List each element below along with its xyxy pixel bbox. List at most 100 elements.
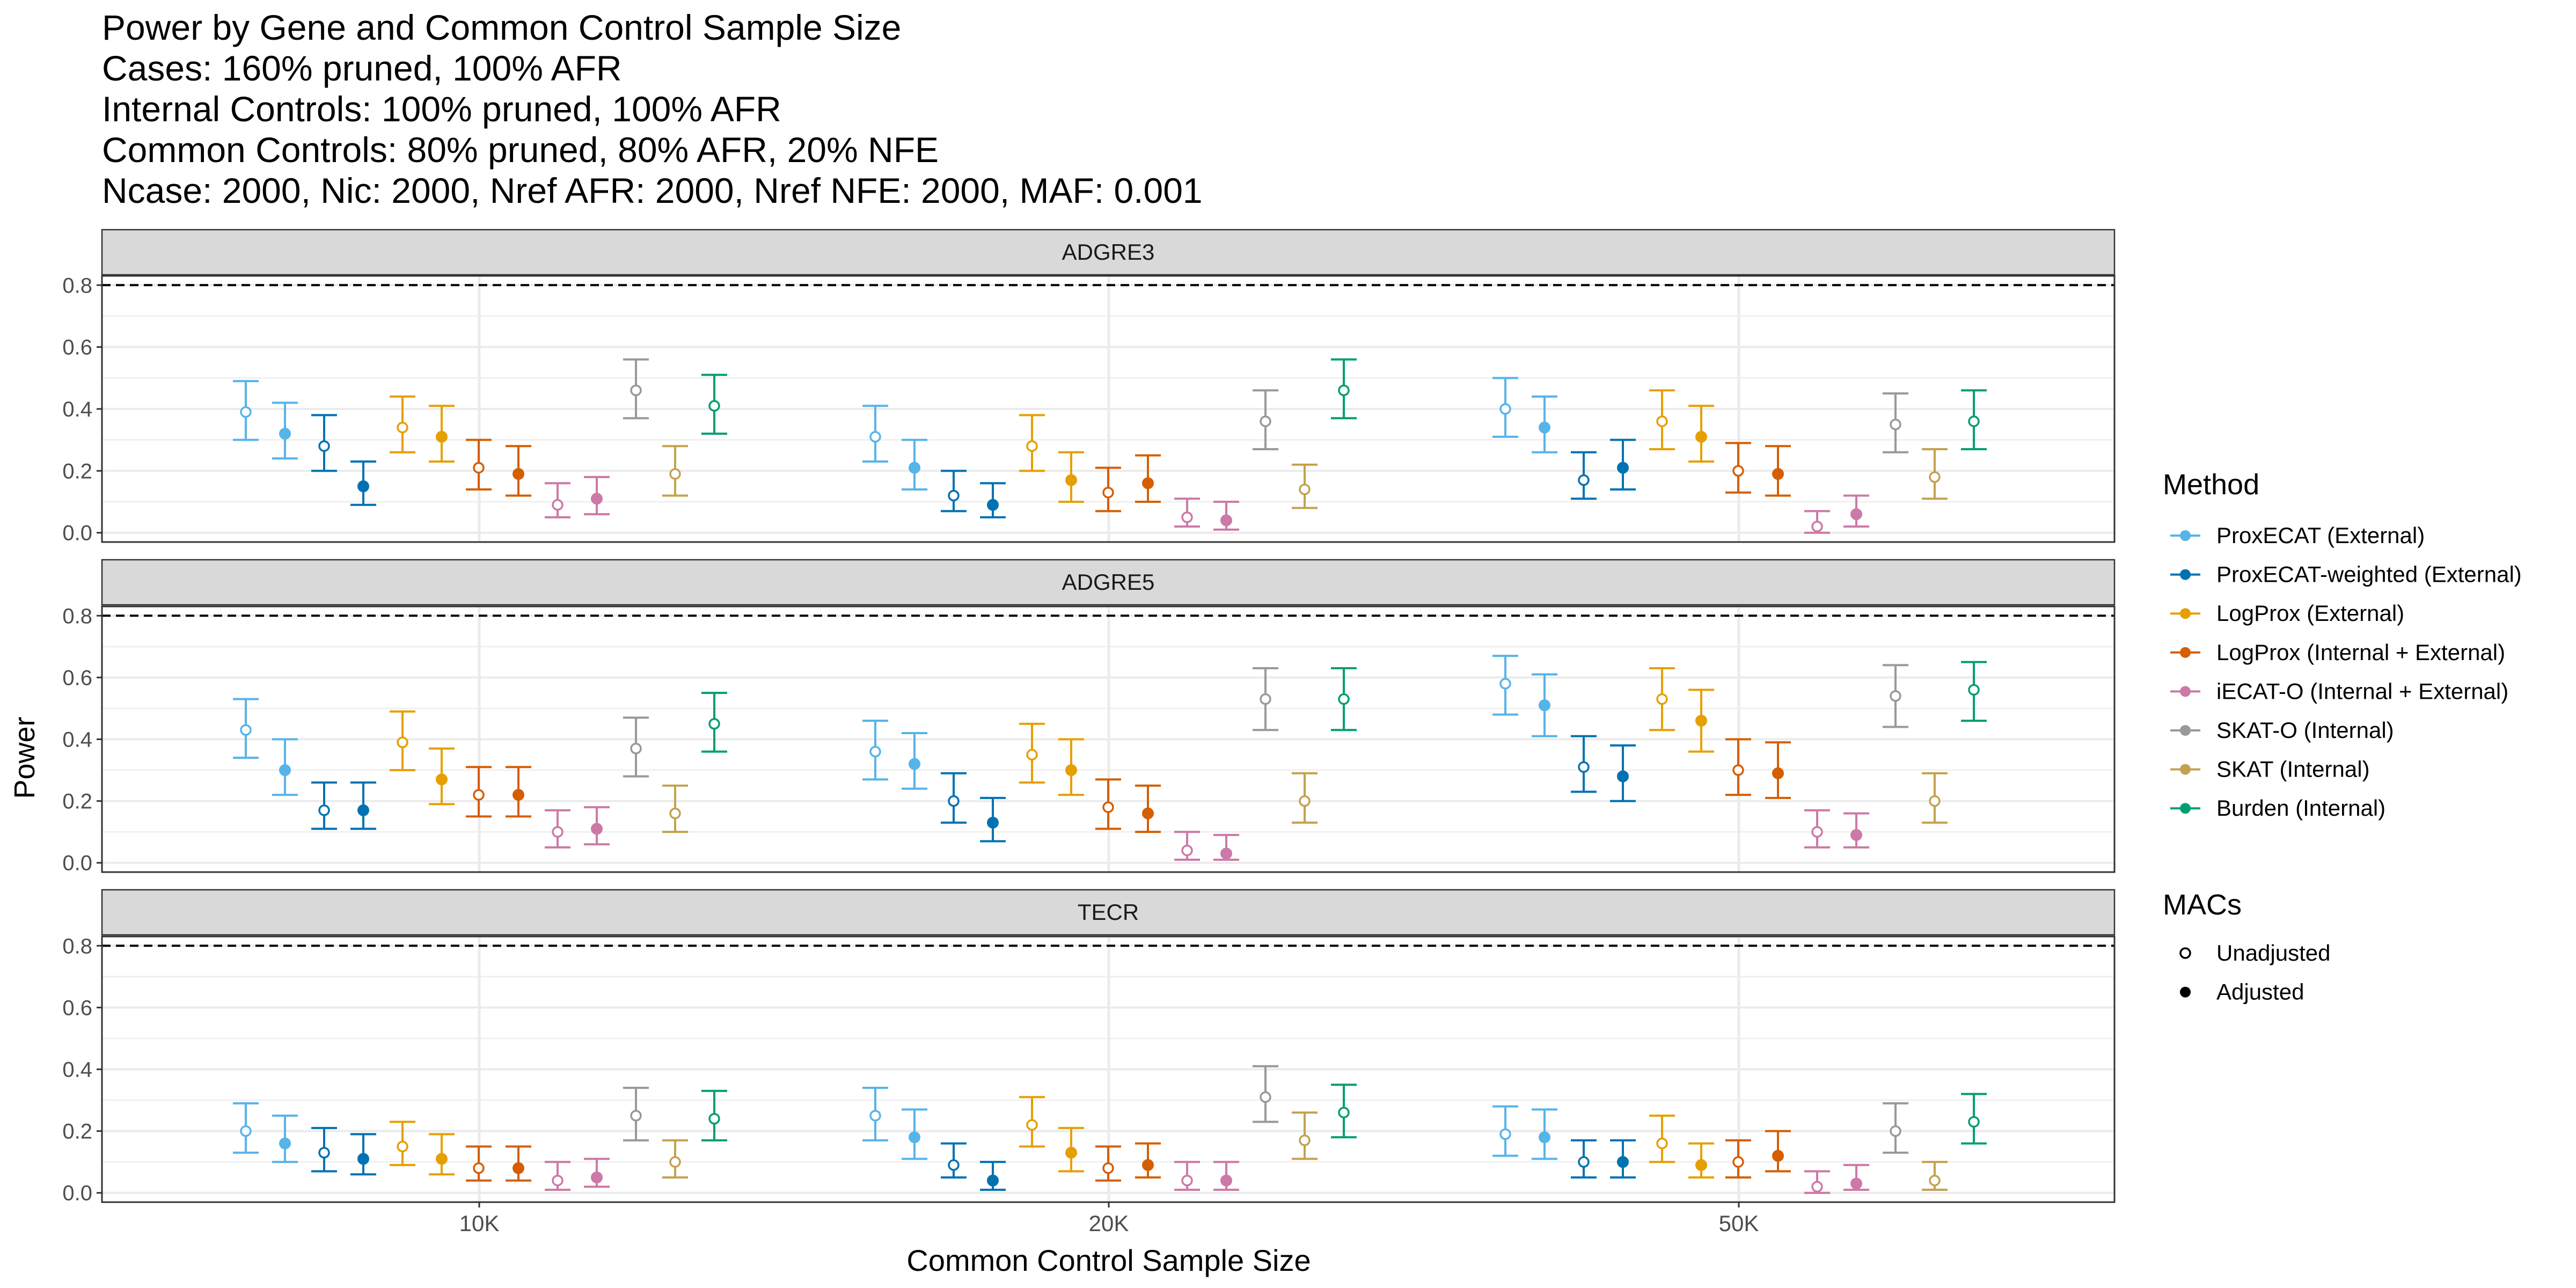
facet-strip bbox=[101, 889, 2116, 936]
point-unadjusted bbox=[1181, 511, 1193, 523]
legend-item: ProxECAT (External) bbox=[2170, 523, 2425, 548]
data-point bbox=[311, 781, 337, 830]
point-adjusted bbox=[279, 1137, 291, 1150]
data-point bbox=[466, 766, 492, 818]
data-point bbox=[1961, 661, 1987, 722]
facet-strip bbox=[101, 559, 2116, 606]
data-point bbox=[1883, 1102, 1908, 1154]
point-adjusted bbox=[987, 499, 999, 511]
title-line-5: Ncase: 2000, Nic: 2000, Nref AFR: 2000, … bbox=[102, 171, 1203, 210]
legend: Method ProxECAT (External) ProxECAT-weight… bbox=[2163, 469, 2522, 1005]
point-unadjusted bbox=[473, 789, 485, 801]
legend-label: SKAT-O (Internal) bbox=[2216, 718, 2394, 743]
point-adjusted bbox=[436, 773, 448, 786]
legend-mac-label: Adjusted bbox=[2216, 979, 2304, 1005]
point-unadjusted bbox=[1890, 690, 1901, 702]
facet-label: TECR bbox=[1078, 899, 1139, 925]
legend-label: LogProx (Internal + External) bbox=[2216, 640, 2505, 665]
data-point bbox=[1883, 392, 1908, 453]
point-adjusted bbox=[1220, 514, 1232, 526]
point-adjusted bbox=[591, 823, 603, 835]
point-unadjusted bbox=[1338, 1107, 1350, 1118]
data-point bbox=[862, 405, 888, 463]
legend-label: iECAT-O (Internal + External) bbox=[2216, 678, 2508, 704]
point-adjusted bbox=[1695, 1159, 1707, 1171]
data-point bbox=[1765, 445, 1791, 497]
data-point bbox=[701, 1089, 727, 1141]
point-unadjusted bbox=[1499, 403, 1511, 415]
data-point bbox=[1253, 1065, 1278, 1123]
data-point bbox=[1135, 454, 1161, 503]
point-unadjusted bbox=[1732, 465, 1744, 477]
point-adjusted bbox=[1142, 1159, 1154, 1171]
point-unadjusted bbox=[1656, 693, 1668, 705]
point-adjusted bbox=[909, 758, 920, 770]
point-adjusted bbox=[1539, 1131, 1550, 1144]
title-line-1: Power by Gene and Common Control Sample … bbox=[102, 8, 901, 47]
data-point bbox=[1843, 494, 1869, 528]
point-adjusted bbox=[1772, 767, 1784, 779]
facet-strip bbox=[101, 229, 2116, 276]
y-axis-title: Power bbox=[9, 716, 41, 799]
legend-item: LogProx (Internal + External) bbox=[2170, 640, 2505, 665]
data-point bbox=[1174, 1161, 1200, 1191]
data-point bbox=[506, 445, 531, 497]
point-unadjusted bbox=[708, 718, 720, 730]
data-point bbox=[1174, 497, 1200, 528]
facet-label: ADGRE5 bbox=[1062, 569, 1155, 595]
point-adjusted bbox=[1220, 1174, 1232, 1187]
point-unadjusted bbox=[552, 826, 564, 838]
title-line-4: Common Controls: 80% pruned, 80% AFR, 20… bbox=[102, 130, 939, 170]
legend-item: SKAT-O (Internal) bbox=[2170, 718, 2394, 743]
point-unadjusted bbox=[630, 743, 642, 755]
data-point bbox=[1922, 772, 1948, 824]
data-point bbox=[1532, 1108, 1557, 1160]
legend-mac-item: Adjusted bbox=[2180, 979, 2304, 1005]
data-point bbox=[1492, 377, 1518, 438]
point-adjusted bbox=[591, 493, 603, 505]
point-unadjusted bbox=[397, 421, 408, 434]
data-point bbox=[350, 781, 376, 830]
point-unadjusted bbox=[240, 1125, 252, 1137]
point-unadjusted bbox=[552, 1174, 564, 1187]
point-unadjusted bbox=[1811, 826, 1823, 838]
point-unadjusted bbox=[1968, 684, 1980, 696]
data-point bbox=[1019, 722, 1045, 784]
point-unadjusted bbox=[1578, 1156, 1590, 1168]
data-point bbox=[1058, 451, 1084, 503]
point-unadjusted bbox=[473, 1162, 485, 1174]
data-point bbox=[466, 1145, 492, 1182]
legend-label: SKAT (Internal) bbox=[2216, 757, 2370, 782]
data-point bbox=[1058, 738, 1084, 796]
legend-mac-key-filled bbox=[2180, 986, 2191, 998]
legend-item: Burden (Internal) bbox=[2170, 795, 2385, 821]
point-unadjusted bbox=[1811, 521, 1823, 532]
y-tick-label: 0.8 bbox=[62, 604, 92, 628]
point-adjusted bbox=[1065, 1146, 1077, 1159]
data-point bbox=[1725, 1139, 1751, 1179]
legend-mac-label: Unadjusted bbox=[2216, 940, 2330, 965]
point-unadjusted bbox=[1890, 1125, 1901, 1137]
data-point bbox=[1804, 510, 1830, 534]
legend-key-point bbox=[2180, 608, 2191, 619]
point-adjusted bbox=[1142, 477, 1154, 489]
point-adjusted bbox=[1850, 829, 1862, 841]
panel-adgre5: ADGRE5 0.0 0.2 0.4 0.6 0.8 bbox=[62, 559, 2116, 875]
point-unadjusted bbox=[669, 468, 681, 480]
point-adjusted bbox=[279, 428, 291, 440]
legend-key-point bbox=[2180, 647, 2191, 658]
point-unadjusted bbox=[318, 1147, 330, 1159]
data-point bbox=[1571, 451, 1597, 500]
point-adjusted bbox=[1617, 770, 1629, 782]
chart-title: Power by Gene and Common Control Sample … bbox=[102, 8, 1203, 210]
data-point bbox=[1725, 738, 1751, 796]
point-unadjusted bbox=[948, 489, 960, 502]
point-unadjusted bbox=[318, 804, 330, 816]
point-unadjusted bbox=[1102, 486, 1114, 499]
x-tick-label: 20K bbox=[1089, 1211, 1129, 1236]
panel-adgre3: ADGRE3 0.0 0.2 0.4 0.6 0.8 bbox=[62, 229, 2116, 545]
data-point bbox=[233, 698, 259, 759]
point-unadjusted bbox=[1929, 795, 1941, 807]
panel-tecr: TECR 0.0 0.2 0.4 0.6 0.8 bbox=[62, 889, 2116, 1205]
